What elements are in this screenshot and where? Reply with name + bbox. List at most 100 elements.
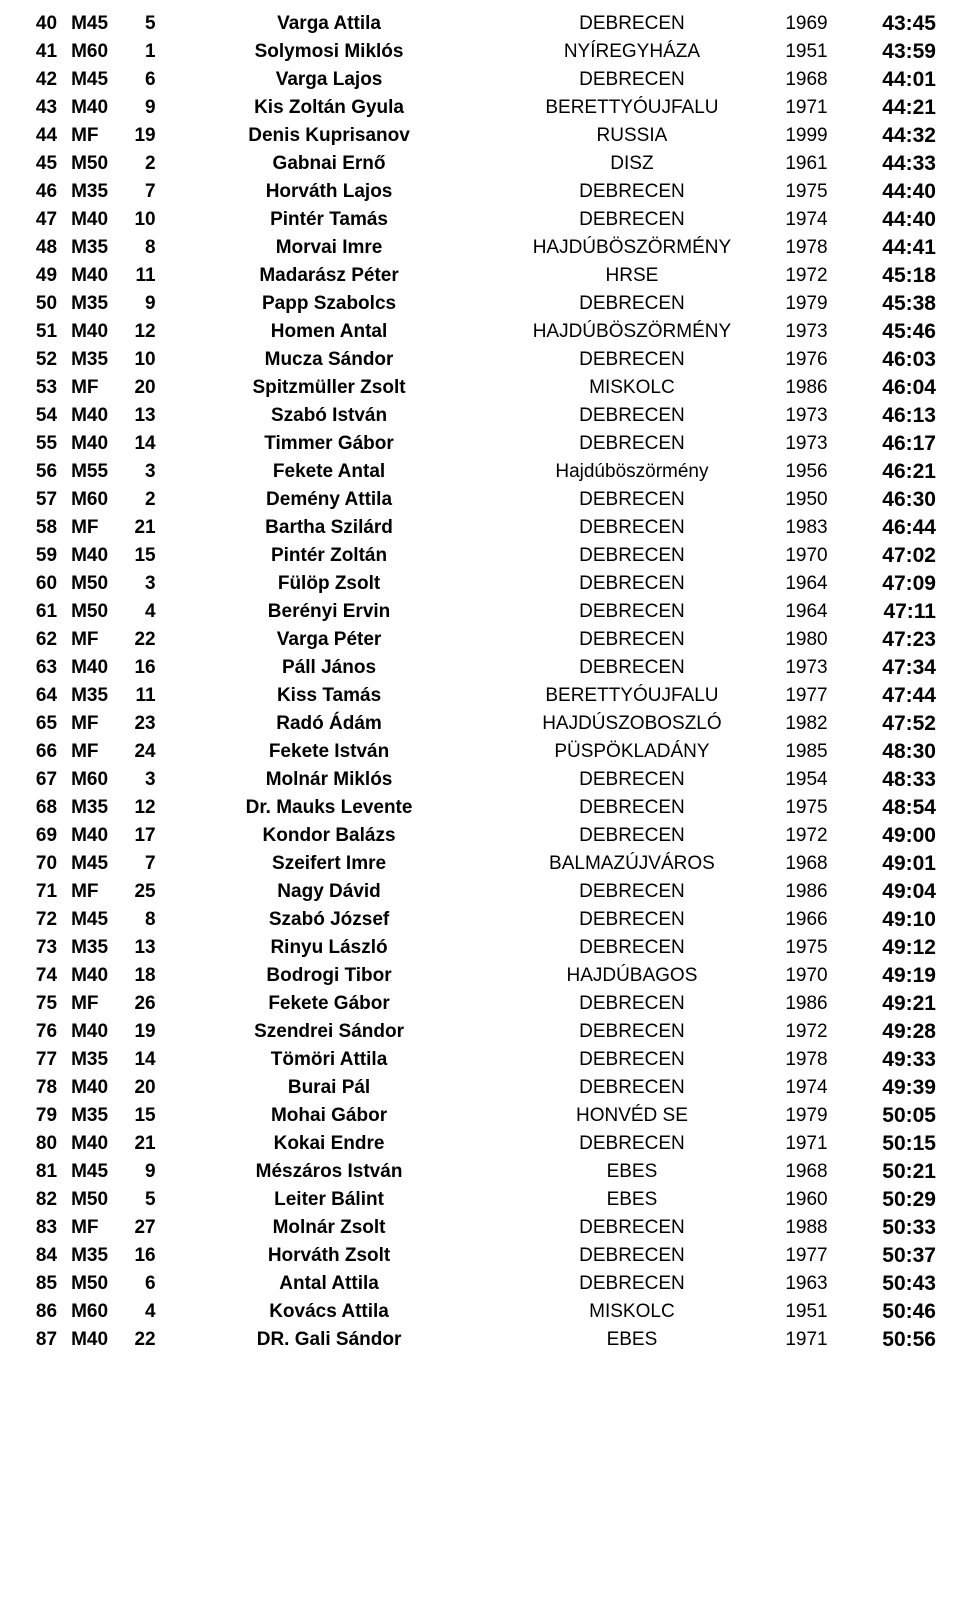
category-cell: M35 [61,178,119,206]
year-cell: 1985 [765,738,847,766]
table-row: 87M4022DR. Gali SándorEBES197150:56 [20,1326,940,1354]
name-cell: Rinyu László [160,934,499,962]
city-cell: DEBRECEN [498,66,765,94]
category-cell: M60 [61,766,119,794]
year-cell: 1983 [765,514,847,542]
table-row: 83MF27Molnár ZsoltDEBRECEN198850:33 [20,1214,940,1242]
year-cell: 1973 [765,654,847,682]
year-cell: 1971 [765,1326,847,1354]
category-cell: M45 [61,906,119,934]
time-cell: 44:40 [848,206,940,234]
time-cell: 44:21 [848,94,940,122]
table-row: 45M502Gabnai ErnőDISZ196144:33 [20,150,940,178]
city-cell: EBES [498,1326,765,1354]
rank-cell: 72 [20,906,61,934]
time-cell: 50:21 [848,1158,940,1186]
year-cell: 1951 [765,38,847,66]
year-cell: 1972 [765,262,847,290]
table-row: 78M4020Burai PálDEBRECEN197449:39 [20,1074,940,1102]
year-cell: 1974 [765,1074,847,1102]
time-cell: 44:01 [848,66,940,94]
table-row: 76M4019Szendrei SándorDEBRECEN197249:28 [20,1018,940,1046]
category-cell: MF [61,878,119,906]
year-cell: 1950 [765,486,847,514]
category-rank-cell: 13 [119,934,160,962]
table-row: 52M3510Mucza SándorDEBRECEN197646:03 [20,346,940,374]
city-cell: DEBRECEN [498,402,765,430]
rank-cell: 69 [20,822,61,850]
year-cell: 1969 [765,10,847,38]
name-cell: Dr. Mauks Levente [160,794,499,822]
time-cell: 49:19 [848,962,940,990]
table-row: 79M3515Mohai GáborHONVÉD SE197950:05 [20,1102,940,1130]
name-cell: Mészáros István [160,1158,499,1186]
category-rank-cell: 3 [119,458,160,486]
table-row: 71MF25Nagy DávidDEBRECEN198649:04 [20,878,940,906]
city-cell: EBES [498,1158,765,1186]
table-row: 57M602Demény AttilaDEBRECEN195046:30 [20,486,940,514]
time-cell: 49:33 [848,1046,940,1074]
time-cell: 45:18 [848,262,940,290]
time-cell: 45:46 [848,318,940,346]
category-rank-cell: 11 [119,262,160,290]
rank-cell: 75 [20,990,61,1018]
year-cell: 1975 [765,794,847,822]
time-cell: 46:04 [848,374,940,402]
time-cell: 47:11 [848,598,940,626]
category-cell: M35 [61,794,119,822]
rank-cell: 76 [20,1018,61,1046]
table-row: 68M3512Dr. Mauks LeventeDEBRECEN197548:5… [20,794,940,822]
city-cell: DEBRECEN [498,1214,765,1242]
table-row: 75MF26Fekete GáborDEBRECEN198649:21 [20,990,940,1018]
category-rank-cell: 24 [119,738,160,766]
category-rank-cell: 2 [119,486,160,514]
city-cell: DISZ [498,150,765,178]
table-row: 60M503Fülöp ZsoltDEBRECEN196447:09 [20,570,940,598]
category-rank-cell: 5 [119,10,160,38]
name-cell: Szabó István [160,402,499,430]
category-rank-cell: 21 [119,514,160,542]
category-rank-cell: 14 [119,1046,160,1074]
table-row: 46M357Horváth LajosDEBRECEN197544:40 [20,178,940,206]
rank-cell: 58 [20,514,61,542]
name-cell: Papp Szabolcs [160,290,499,318]
category-cell: MF [61,710,119,738]
time-cell: 46:17 [848,430,940,458]
city-cell: BERETTYÓUJFALU [498,682,765,710]
city-cell: RUSSIA [498,122,765,150]
category-cell: M40 [61,822,119,850]
category-cell: M40 [61,94,119,122]
time-cell: 50:37 [848,1242,940,1270]
name-cell: Denis Kuprisanov [160,122,499,150]
category-rank-cell: 12 [119,794,160,822]
city-cell: DEBRECEN [498,514,765,542]
name-cell: Morvai Imre [160,234,499,262]
table-row: 55M4014Timmer GáborDEBRECEN197346:17 [20,430,940,458]
rank-cell: 68 [20,794,61,822]
category-rank-cell: 9 [119,94,160,122]
city-cell: DEBRECEN [498,878,765,906]
table-row: 66MF24Fekete IstvánPÜSPÖKLADÁNY198548:30 [20,738,940,766]
category-cell: M45 [61,1158,119,1186]
rank-cell: 54 [20,402,61,430]
table-row: 69M4017Kondor BalázsDEBRECEN197249:00 [20,822,940,850]
rank-cell: 81 [20,1158,61,1186]
name-cell: Kiss Tamás [160,682,499,710]
time-cell: 44:40 [848,178,940,206]
name-cell: Mohai Gábor [160,1102,499,1130]
city-cell: DEBRECEN [498,570,765,598]
time-cell: 50:29 [848,1186,940,1214]
name-cell: Gabnai Ernő [160,150,499,178]
city-cell: PÜSPÖKLADÁNY [498,738,765,766]
table-row: 47M4010Pintér TamásDEBRECEN197444:40 [20,206,940,234]
city-cell: HAJDÚSZOBOSZLÓ [498,710,765,738]
category-rank-cell: 19 [119,1018,160,1046]
time-cell: 47:09 [848,570,940,598]
city-cell: NYÍREGYHÁZA [498,38,765,66]
category-cell: M45 [61,66,119,94]
time-cell: 48:30 [848,738,940,766]
category-cell: MF [61,374,119,402]
rank-cell: 85 [20,1270,61,1298]
name-cell: Tömöri Attila [160,1046,499,1074]
city-cell: HRSE [498,262,765,290]
